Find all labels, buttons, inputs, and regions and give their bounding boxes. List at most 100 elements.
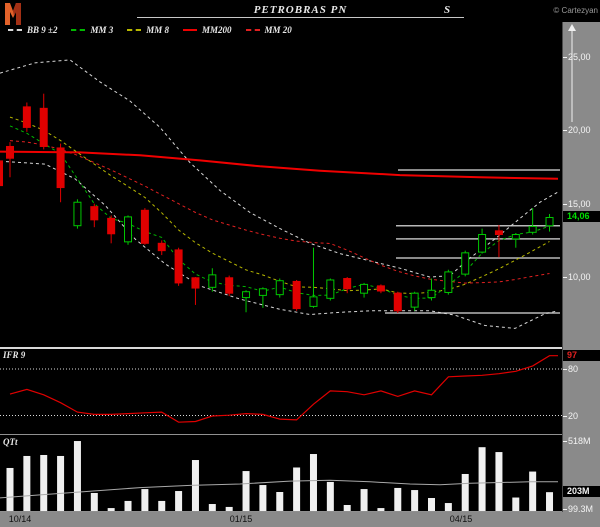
ifr-panel[interactable]: [0, 350, 562, 432]
price-tick-label: 25,00: [568, 52, 591, 62]
candle: [393, 291, 402, 313]
legend-item[interactable]: MM 3: [71, 25, 113, 35]
time-tick-label: 10/14: [8, 514, 32, 524]
candle: [124, 215, 133, 245]
legend-item[interactable]: MM 20: [245, 25, 292, 35]
candle: [478, 228, 487, 254]
candle: [376, 284, 385, 294]
volume-bar: [529, 471, 537, 511]
candle: [90, 203, 99, 228]
axis-tick: [563, 203, 567, 205]
legend-line-swatch: [8, 29, 22, 31]
candle: [191, 277, 200, 305]
volume-bar: [478, 447, 486, 511]
volume-panel[interactable]: [0, 436, 562, 511]
volume-bar: [175, 491, 183, 511]
legend-item[interactable]: MM 8: [127, 25, 169, 35]
candle: [292, 279, 301, 311]
legend-line-swatch: [182, 29, 197, 31]
candle: [326, 278, 335, 301]
brand-label: © Cartezyan: [553, 6, 598, 15]
current-ifr-badge: 97: [563, 349, 600, 361]
candle: [225, 275, 234, 297]
candle: [107, 215, 116, 244]
panel-separator: [0, 434, 600, 435]
time-tick-label: 04/15: [449, 514, 473, 524]
panel-separator: [0, 347, 600, 349]
price-tick-label: 10,00: [568, 272, 591, 283]
volume-panel-label: QTt: [3, 437, 18, 447]
volume-bar: [495, 452, 503, 511]
symbol-title: PETROBRAS PN: [253, 4, 348, 16]
legend-item-label: MM 3: [90, 25, 114, 35]
volume-bar: [326, 481, 334, 511]
volume-bar: [461, 473, 469, 511]
candle: [309, 247, 318, 308]
price-tick-label: 20,00: [568, 125, 591, 136]
ifr-tick-label: 20: [568, 410, 579, 421]
legend-line-swatch: [71, 29, 86, 31]
time-axis[interactable]: 10/14 01/15 04/15: [0, 512, 600, 527]
bollinger-upper-line: [0, 59, 559, 278]
candle: [275, 278, 284, 298]
candle: [494, 224, 503, 258]
volume-bar: [57, 455, 65, 511]
title-underline: [137, 17, 464, 18]
volume-bar: [208, 504, 216, 511]
time-tick-label: 01/15: [229, 514, 253, 524]
volume-bar: [40, 454, 48, 511]
legend-item-label: MM 20: [264, 25, 292, 35]
volume-bar: [360, 489, 368, 511]
price-tick-label: 15,00: [568, 198, 591, 209]
volume-bar: [6, 467, 14, 511]
volume-bar: [546, 492, 554, 511]
candle: [140, 208, 149, 245]
volume-bar: [377, 508, 385, 511]
ifr-tick-label: 80: [568, 364, 579, 374]
ifr9-line: [9, 355, 558, 423]
volume-bar: [293, 467, 301, 511]
volume-bar: [428, 498, 435, 511]
panel-separator: [0, 511, 600, 512]
period-selector[interactable]: S: [444, 4, 451, 16]
main-chart[interactable]: [0, 38, 562, 347]
legend-item[interactable]: MM200: [182, 25, 232, 35]
axis-tick: [563, 277, 567, 279]
mm20-line: [9, 140, 550, 284]
volume-tick-label: 99,3M: [568, 504, 594, 514]
candle: [511, 233, 520, 248]
candle: [360, 282, 369, 298]
candle: [208, 268, 217, 292]
legend-item-label: BB 9 ±2: [27, 25, 58, 35]
volume-bar: [276, 492, 284, 511]
volume-bar: [141, 489, 149, 511]
legend-line-swatch: [245, 29, 260, 31]
candle: [444, 269, 453, 295]
candle: [73, 199, 82, 229]
volume-bar: [444, 503, 452, 511]
volume-bar: [309, 454, 317, 511]
mm200-line: [0, 150, 559, 180]
candle: [6, 142, 14, 178]
scroll-up-arrow-icon[interactable]: [567, 24, 577, 129]
volume-bar: [124, 500, 132, 511]
volume-bar: [411, 490, 419, 511]
legend-item[interactable]: BB 9 ±2: [8, 25, 57, 35]
candle: [39, 93, 48, 150]
price-axis[interactable]: 14,06 97 203M 25,00 20,00 15,00 10,00 80 20 51…: [562, 22, 600, 527]
candle: [461, 250, 470, 277]
legend-line-swatch: [127, 29, 142, 31]
candle: [56, 143, 65, 203]
cartezyan-logo-icon: [3, 2, 23, 26]
volume-bar: [23, 455, 31, 511]
axis-tick: [563, 369, 567, 370]
volume-bar: [242, 471, 250, 511]
axis-tick: [563, 509, 567, 510]
ifr-panel-label: IFR 9: [3, 350, 26, 360]
volume-bar: [225, 506, 233, 511]
current-volume-badge: 203M: [563, 486, 600, 498]
candle: [258, 287, 267, 308]
candle: [528, 208, 537, 235]
volume-ma-line: [0, 479, 558, 499]
bollinger-lower-line: [0, 160, 559, 329]
